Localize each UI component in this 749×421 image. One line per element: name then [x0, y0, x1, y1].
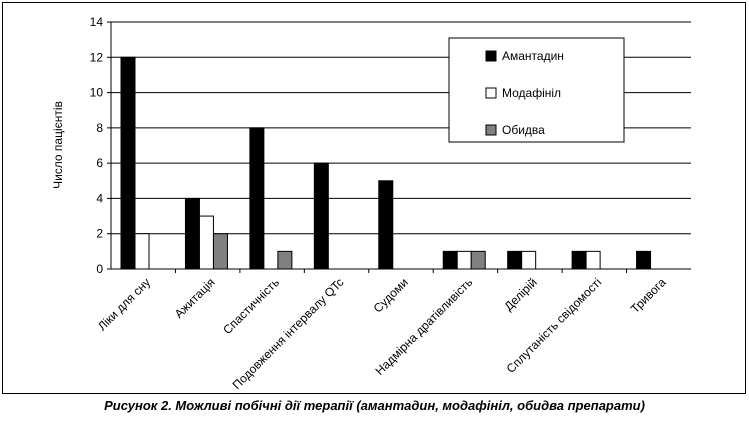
- y-tick-label: 2: [96, 227, 103, 241]
- y-tick-label: 12: [90, 50, 104, 64]
- y-tick-label: 0: [96, 262, 103, 276]
- bar-3: [277, 250, 293, 270]
- legend-box: [448, 37, 625, 143]
- bars: [120, 56, 652, 270]
- bar-2: [134, 233, 150, 270]
- chart-frame: [2, 2, 746, 394]
- bar-1: [442, 250, 458, 270]
- category-label: Делірій: [502, 275, 540, 313]
- y-axis-label: Число пацієнтів: [51, 101, 65, 189]
- bar-1: [120, 56, 136, 270]
- y-tick-labels: 0 2 4 6 8 10 12 14: [90, 15, 104, 276]
- y-tick-label: 4: [96, 191, 103, 205]
- x-tick-labels: Ліки для сну Ажитація СпастичністьПодовжен…: [95, 275, 669, 392]
- bar-1: [378, 180, 394, 270]
- category-label: Ажитація: [172, 275, 218, 321]
- bar-1: [249, 127, 265, 270]
- bar-2: [456, 250, 472, 270]
- category-label: Тривога: [628, 275, 669, 316]
- category-label: Спастичність: [220, 275, 282, 337]
- bar-1: [313, 162, 329, 270]
- legend-swatch: [485, 124, 497, 136]
- bar-3: [212, 233, 228, 270]
- bar-1: [184, 197, 200, 270]
- legend-label: Модафініл: [502, 86, 561, 100]
- legend-swatch: [485, 87, 497, 99]
- y-tick-label: 14: [90, 15, 104, 29]
- legend-swatch: [485, 50, 497, 62]
- bar-2: [521, 250, 537, 270]
- y-tick-label: 6: [96, 156, 103, 170]
- figure-caption: Рисунок 2. Можливі побічні дії терапії (…: [104, 398, 645, 413]
- y-tick-label: 10: [90, 86, 104, 100]
- bar-2: [585, 250, 601, 270]
- legend-label: Обидва: [502, 123, 545, 137]
- bar-1: [571, 250, 587, 270]
- category-label: Судоми: [371, 275, 411, 315]
- bar-1: [636, 250, 652, 270]
- category-label: Ліки для сну: [95, 275, 153, 333]
- category-label: Подовження інтервалу QTc: [230, 275, 347, 392]
- legend-label: Амантадин: [502, 49, 564, 63]
- y-tick-label: 8: [96, 121, 103, 135]
- legend: Амантадин Модафініл Обидва: [448, 37, 625, 143]
- bar-chart: 0 2 4 6 8 10 12 14 Число пацієнтів Ліки для сну…: [51, 15, 691, 392]
- bar-1: [507, 250, 523, 270]
- bar-3: [470, 250, 486, 270]
- bar-2: [198, 215, 214, 270]
